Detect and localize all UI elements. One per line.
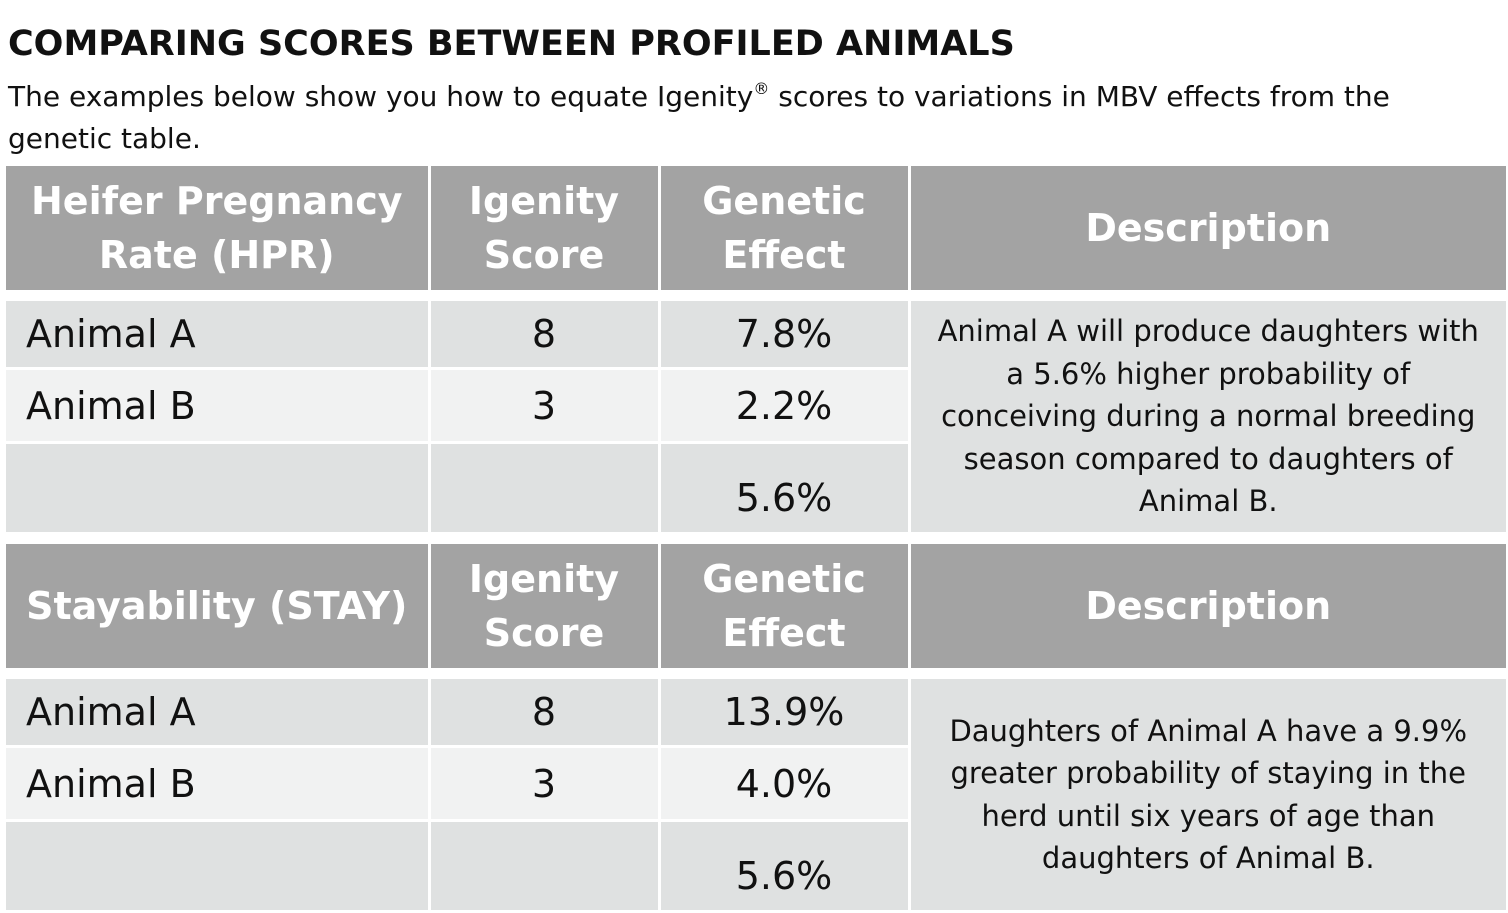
igenity-score-cell: 8: [427, 676, 661, 748]
animal-name-cell: Animal A: [6, 298, 431, 370]
table-header-row: Heifer Pregnancy Rate (HPR) Igenity Scor…: [6, 166, 1506, 293]
trait-header: Stayability (STAY): [6, 544, 431, 671]
table-row: Animal B 3 4.0%: [6, 745, 1506, 822]
table-header-row: Stayability (STAY) Igenity Score Genetic…: [6, 544, 1506, 671]
genetic-effect-cell: 4.0%: [657, 745, 909, 822]
hpr-comparison-table: Heifer Pregnancy Rate (HPR) Igenity Scor…: [6, 166, 1506, 535]
animal-name-cell: Animal B: [6, 745, 431, 822]
description-header: Description: [907, 544, 1506, 671]
genetic-effect-cell: 13.9%: [657, 676, 911, 748]
description-cell: Animal A will produce daughters with a 5…: [907, 298, 1506, 535]
table-row: Animal B 3 2.2%: [6, 367, 1506, 444]
table-row: Animal A 8 13.9% Daughters of Animal A h…: [6, 676, 1506, 913]
igenity-score-cell: [427, 441, 661, 535]
animal-name-cell: Animal B: [6, 367, 431, 444]
animal-name-cell: [6, 819, 431, 913]
trait-header: Heifer Pregnancy Rate (HPR): [6, 166, 431, 293]
animal-name-cell: Animal A: [6, 676, 431, 748]
intro-text-end: scores to variations in MBV effects from…: [8, 80, 1390, 155]
igenity-score-header: Igenity Score: [427, 166, 661, 293]
genetic-effect-difference-cell: 5.6%: [657, 441, 909, 535]
table-row: Animal A 8 7.8% Animal A will produce da…: [6, 298, 1506, 535]
igenity-score-header: Igenity Score: [427, 544, 661, 671]
igenity-score-cell: 8: [427, 298, 661, 370]
intro-text-start: The examples below show you how to equat…: [8, 80, 754, 113]
table-row: 5.6%: [6, 441, 1506, 535]
intro-text: The examples below show you how to equat…: [8, 76, 1478, 160]
page-title: COMPARING SCORES BETWEEN PROFILED ANIMAL…: [8, 24, 1015, 64]
description-header: Description: [907, 166, 1506, 293]
animal-name-cell: [6, 441, 431, 535]
igenity-score-cell: [427, 819, 661, 913]
genetic-effect-cell: 2.2%: [657, 367, 909, 444]
genetic-effect-header: Genetic Effect: [657, 166, 911, 293]
genetic-effect-header: Genetic Effect: [657, 544, 911, 671]
genetic-effect-difference-cell: 5.6%: [657, 819, 909, 913]
description-cell: Daughters of Animal A have a 9.9% greate…: [907, 676, 1506, 913]
igenity-score-cell: 3: [427, 367, 661, 444]
stay-comparison-table: Stayability (STAY) Igenity Score Genetic…: [6, 544, 1506, 913]
registered-mark: ®: [753, 79, 770, 98]
genetic-effect-cell: 7.8%: [657, 298, 911, 370]
igenity-score-cell: 3: [427, 745, 661, 822]
